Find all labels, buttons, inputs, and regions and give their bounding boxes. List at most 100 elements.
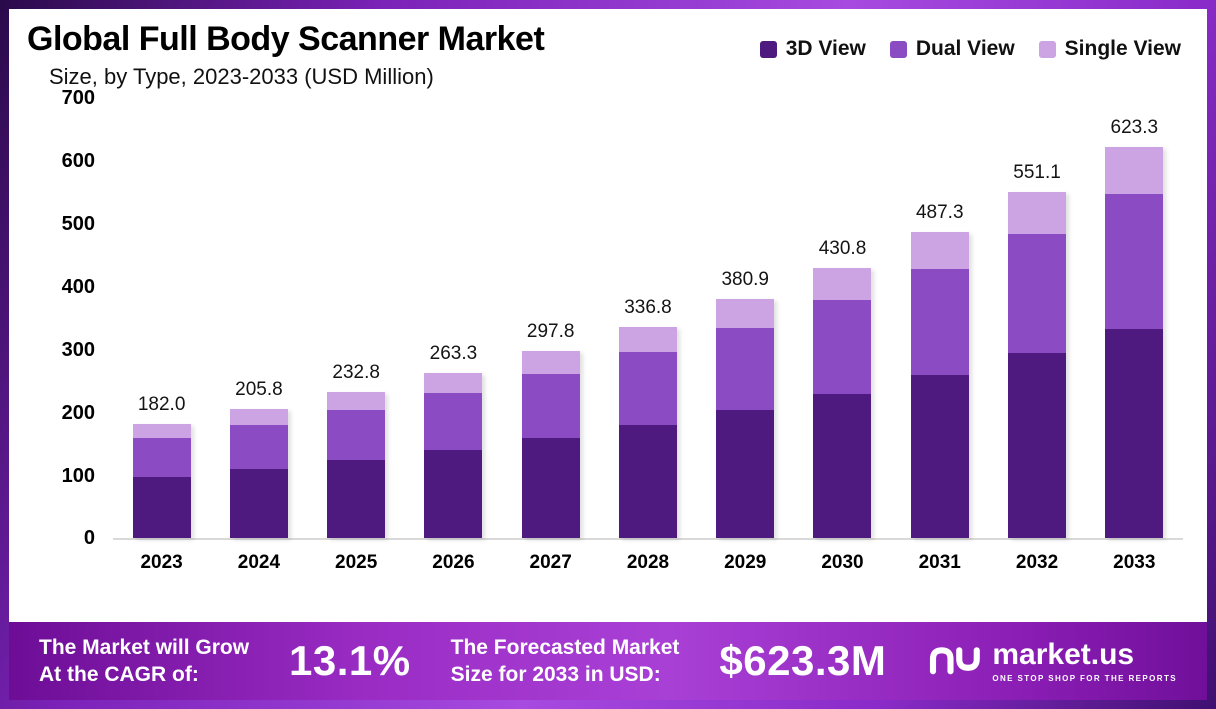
header: Global Full Body Scanner Market Size, by… (9, 9, 1207, 90)
bar-column-2030: 430.8 (794, 100, 891, 539)
forecast-label: The Forecasted Market Size for 2033 in U… (450, 635, 680, 686)
plot-area: 0 100 200 300 400 500 600 700 182.0 205.8 232.8 263… (62, 87, 1183, 549)
y-axis-tick: 500 (61, 213, 95, 236)
legend-item-dual-view: Dual View (889, 37, 1015, 61)
bar-segment-dual-view (424, 392, 483, 450)
bar-segment-single-view (229, 409, 288, 425)
bar-segment-dual-view (521, 373, 580, 439)
x-axis-label: 2028 (626, 552, 670, 574)
forecast-value: $623.3M (719, 637, 887, 684)
bar-segment-3d-view (424, 449, 483, 539)
bar-segment-single-view (910, 232, 969, 269)
bar-column-2031: 487.3 (891, 100, 988, 539)
y-axis-tick: 200 (61, 401, 95, 424)
total-label: 182.0 (137, 394, 186, 416)
bar-segment-dual-view (813, 300, 872, 394)
bar-segment-single-view (1105, 146, 1164, 194)
legend: 3D View Dual View Single View (759, 37, 1181, 61)
bar-stack (618, 326, 677, 539)
bar-segment-single-view (132, 424, 191, 438)
bar-segment-3d-view (1105, 328, 1164, 539)
y-axis-tick: 700 (61, 87, 95, 110)
bar-column-2027: 297.8 (502, 100, 599, 539)
page-title: Global Full Body Scanner Market (27, 20, 545, 58)
bar-column-2024: 205.8 (210, 100, 307, 539)
y-axis-tick: 100 (61, 464, 95, 487)
bar-column-2029: 380.9 (697, 100, 794, 539)
total-label: 336.8 (624, 296, 672, 318)
bar-segment-single-view (618, 326, 677, 353)
bar-stack (327, 392, 386, 539)
legend-item-single-view: Single View (1038, 37, 1181, 61)
chart-page: Global Full Body Scanner Market Size, by… (9, 9, 1207, 700)
bar-segment-3d-view (813, 393, 872, 539)
total-label: 263.3 (429, 342, 478, 364)
bar-column-2023: 182.0 (113, 100, 210, 539)
bar-segment-single-view (424, 372, 483, 393)
total-label: 297.8 (526, 321, 575, 343)
total-label: 487.3 (915, 202, 964, 224)
bar-segment-3d-view (327, 460, 386, 539)
legend-swatch-dual-view (889, 40, 907, 58)
bar-stack (424, 372, 483, 539)
bar-segment-dual-view (132, 437, 191, 478)
total-label: 205.8 (235, 379, 283, 401)
bar-segment-3d-view (910, 374, 969, 539)
legend-item-3d-view: 3D View (759, 37, 866, 61)
x-axis-label: 2032 (1015, 552, 1059, 574)
bar-column-2032: 551.1 (988, 100, 1085, 539)
bar-segment-3d-view (132, 477, 191, 539)
total-label: 551.1 (1013, 162, 1061, 183)
x-axis-label: 2025 (335, 552, 378, 574)
brand-text: market.us ONE STOP SHOP FOR THE REPORTS (992, 639, 1177, 683)
y-axis-tick: 300 (61, 338, 95, 361)
y-axis-tick: 0 (83, 527, 95, 550)
bar-segment-single-view (327, 392, 386, 410)
bar-segment-dual-view (1105, 193, 1164, 329)
bar-segment-3d-view (229, 469, 288, 539)
total-label: 232.8 (332, 362, 380, 384)
legend-label: Dual View (915, 37, 1015, 60)
cagr-value: 13.1% (289, 637, 411, 684)
bar-segment-3d-view (1008, 353, 1067, 539)
bar-column-2033: 623.3 (1086, 100, 1183, 539)
bar-column-2026: 263.3 (405, 100, 502, 539)
x-axis-label: 2029 (724, 552, 767, 574)
x-axis-label: 2033 (1113, 552, 1156, 574)
bar-segment-single-view (521, 351, 580, 374)
bar-stack (1008, 192, 1067, 539)
legend-label: 3D View (785, 37, 866, 60)
bar-stack (813, 267, 872, 539)
y-axis-tick: 600 (61, 150, 95, 173)
chart-subtitle: Size, by Type, 2023-2033 (USD Million) (49, 64, 434, 90)
bar-segment-dual-view (618, 352, 677, 426)
bar-column-2025: 232.8 (308, 100, 405, 539)
y-axis-tick: 400 (61, 275, 95, 298)
chart-area: 0 100 200 300 400 500 600 700 182.0 205.8 232.8 263… (9, 87, 1207, 574)
total-label: 430.8 (818, 237, 867, 259)
bar-segment-single-view (716, 298, 775, 328)
brand-logo: market.us ONE STOP SHOP FOR THE REPORTS (926, 639, 1177, 683)
x-axis-label: 2024 (237, 552, 281, 574)
x-axis: 2023 2024 2025 2026 2027 2028 2029 2030 2031 2032… (113, 552, 1183, 574)
bar-stack (132, 424, 191, 539)
x-axis-label: 2031 (918, 552, 961, 574)
brand-tagline: ONE STOP SHOP FOR THE REPORTS (992, 673, 1177, 683)
footer-banner: The Market will Grow At the CAGR of: 13.… (9, 622, 1207, 700)
bar-stack (910, 232, 969, 539)
title-block: Global Full Body Scanner Market Size, by… (27, 20, 545, 90)
bar-segment-dual-view (1008, 233, 1067, 354)
total-label: 623.3 (1110, 116, 1159, 138)
bar-segment-single-view (1008, 192, 1067, 234)
bar-column-2028: 336.8 (599, 100, 696, 539)
x-axis-label: 2026 (432, 552, 475, 574)
bar-stack (229, 409, 288, 539)
bar-segment-single-view (813, 267, 872, 301)
bar-segment-3d-view (521, 438, 580, 539)
bar-segment-dual-view (327, 409, 386, 461)
cagr-label: The Market will Grow At the CAGR of: (39, 635, 250, 686)
legend-label: Single View (1064, 37, 1181, 60)
legend-swatch-single-view (1038, 40, 1056, 58)
bar-segment-3d-view (618, 425, 677, 539)
